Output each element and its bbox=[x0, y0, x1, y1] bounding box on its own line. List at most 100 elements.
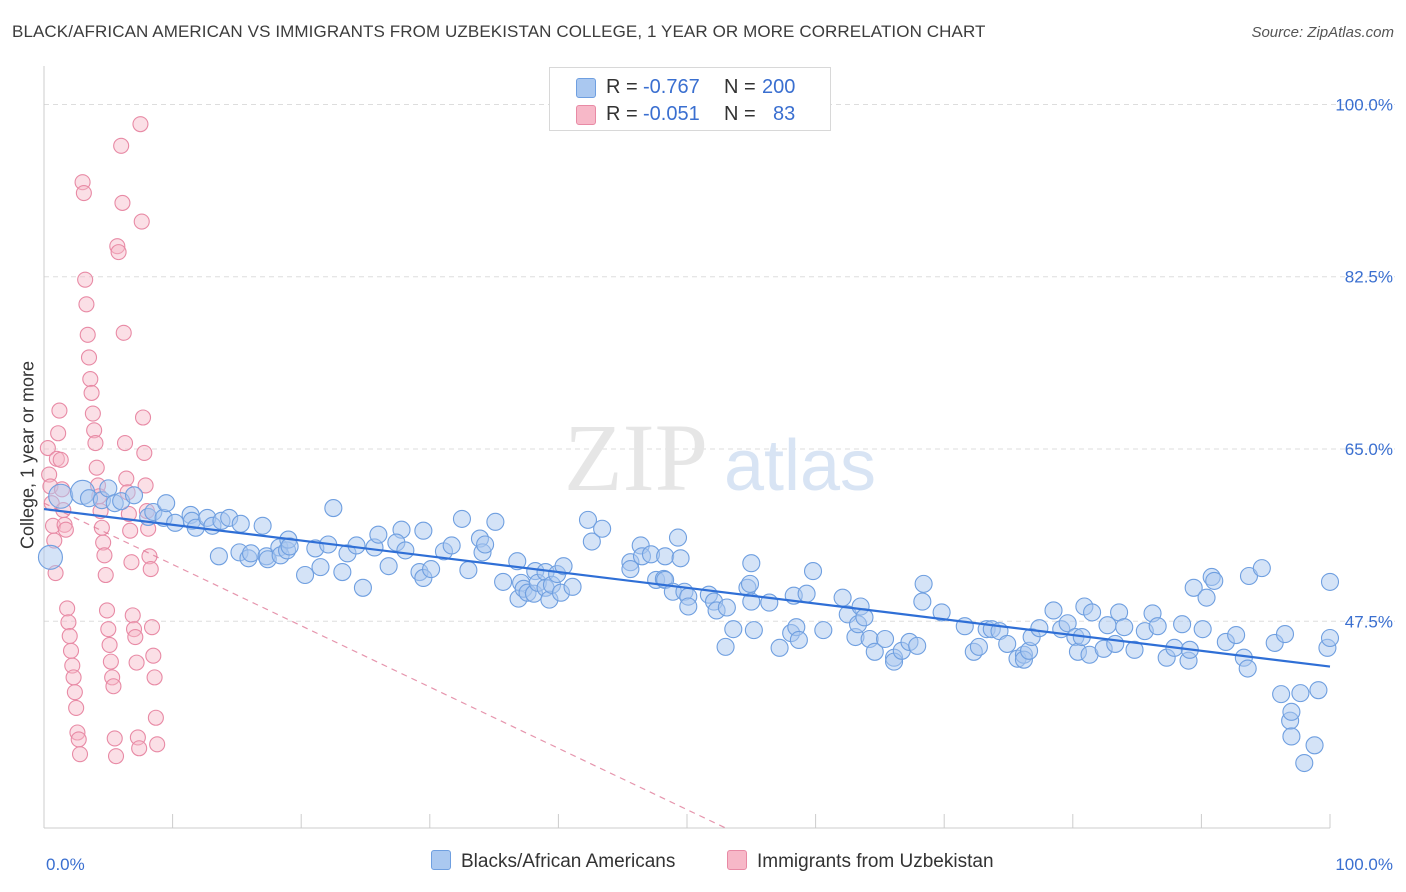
blue-point bbox=[1125, 640, 1144, 659]
y-tick-label: 100.0% bbox=[1335, 95, 1393, 114]
blue-point bbox=[908, 636, 927, 655]
pink-point bbox=[128, 654, 145, 671]
blue-point bbox=[932, 603, 951, 622]
pink-point bbox=[62, 642, 80, 659]
blue-point bbox=[1291, 684, 1310, 703]
pink-point bbox=[96, 547, 113, 564]
pink-point bbox=[141, 548, 158, 565]
pink-point bbox=[123, 554, 140, 571]
pink-point bbox=[114, 194, 131, 211]
blue-point bbox=[396, 541, 415, 560]
pink-point bbox=[143, 619, 161, 636]
pink-series bbox=[39, 116, 166, 765]
blue-point bbox=[1320, 628, 1340, 648]
blue-point bbox=[37, 544, 63, 570]
blue-point bbox=[913, 592, 932, 611]
blue-point bbox=[1030, 619, 1049, 638]
watermark-atlas: atlas bbox=[724, 426, 876, 506]
blue-point bbox=[803, 562, 823, 581]
pink-point bbox=[39, 439, 56, 457]
blue-point bbox=[554, 557, 573, 576]
pink-point bbox=[115, 324, 132, 341]
bottom-legend-swatch-pink bbox=[727, 850, 747, 870]
blue-point bbox=[875, 629, 895, 649]
blue-point bbox=[1275, 625, 1295, 644]
y-tick-label: 82.5% bbox=[1345, 268, 1393, 287]
blue-point bbox=[742, 554, 761, 573]
pink-point bbox=[52, 451, 69, 468]
blue-point bbox=[209, 547, 228, 566]
pink-point bbox=[109, 238, 126, 255]
blue-point bbox=[476, 535, 495, 554]
bottom-legend-pink: Immigrants from Uzbekistan bbox=[727, 850, 994, 873]
blue-point bbox=[459, 561, 478, 580]
pink-point bbox=[134, 409, 152, 426]
blue-point bbox=[998, 634, 1017, 653]
blue-point bbox=[414, 521, 433, 540]
blue-point bbox=[369, 525, 388, 544]
pink-point bbox=[50, 425, 67, 442]
pink-point bbox=[79, 326, 96, 343]
blue-point bbox=[740, 574, 760, 593]
blue-point bbox=[1227, 626, 1246, 645]
pink-point bbox=[142, 561, 159, 578]
pink-point bbox=[41, 466, 58, 483]
pink-point bbox=[120, 505, 137, 523]
pink-point bbox=[106, 730, 123, 747]
blue-point bbox=[1205, 571, 1224, 590]
blue-point bbox=[724, 620, 743, 639]
blue-point bbox=[231, 514, 250, 533]
pink-point bbox=[60, 614, 77, 631]
bottom-legend-swatch-blue bbox=[431, 850, 451, 870]
correlation-legend: R = -0.767 N = 200 R = -0.051 N = 83 bbox=[549, 67, 831, 131]
pink-point bbox=[127, 628, 144, 646]
blue-point bbox=[296, 565, 315, 585]
legend-n-label: N = bbox=[724, 103, 756, 125]
blue-series bbox=[37, 479, 1340, 773]
pink-point bbox=[137, 477, 154, 494]
blue-point bbox=[1282, 727, 1301, 746]
pink-point bbox=[133, 213, 150, 230]
y-tick-label: 65.0% bbox=[1345, 440, 1393, 459]
blue-point bbox=[1106, 634, 1125, 653]
pink-point bbox=[132, 116, 149, 133]
blue-point bbox=[1305, 736, 1324, 755]
pink-point bbox=[107, 748, 125, 765]
blue-point bbox=[1252, 559, 1271, 578]
blue-point bbox=[157, 494, 176, 513]
blue-point bbox=[48, 483, 74, 509]
blue-point bbox=[347, 536, 366, 555]
blue-point bbox=[494, 572, 513, 591]
blue-point bbox=[1173, 615, 1192, 634]
legend-n-label: N = bbox=[724, 76, 756, 98]
blue-point bbox=[1058, 614, 1077, 633]
pink-point bbox=[51, 402, 68, 419]
y-tick-label: 47.5% bbox=[1345, 612, 1393, 631]
y-axis-label: College, 1 year or more bbox=[17, 360, 38, 550]
legend-n-value: 200 bbox=[762, 76, 796, 98]
pink-point bbox=[101, 636, 118, 653]
blue-point bbox=[865, 642, 884, 661]
pink-point bbox=[57, 521, 74, 538]
blue-point bbox=[668, 528, 688, 547]
blue-point bbox=[166, 513, 185, 532]
pink-point bbox=[65, 669, 82, 686]
blue-point bbox=[797, 584, 816, 603]
pink-point bbox=[102, 653, 119, 670]
blue-point bbox=[855, 608, 874, 627]
blue-point bbox=[452, 509, 472, 528]
blue-point bbox=[814, 621, 833, 640]
gridlines bbox=[44, 103, 1395, 622]
blue-point bbox=[969, 637, 988, 656]
pink-point bbox=[68, 699, 85, 716]
pink-point bbox=[113, 137, 130, 154]
bottom-legend-label-blue: Blacks/African Americans bbox=[461, 851, 676, 872]
pink-point bbox=[84, 405, 101, 422]
tick-labels: 47.5% 65.0% 82.5% 100.0% 0.0% 100.0% bbox=[46, 95, 1393, 874]
pink-trend-line bbox=[43, 502, 726, 829]
pink-point bbox=[70, 731, 87, 748]
blue-point bbox=[442, 536, 461, 555]
pink-point bbox=[59, 600, 76, 617]
pink-point bbox=[149, 736, 166, 753]
